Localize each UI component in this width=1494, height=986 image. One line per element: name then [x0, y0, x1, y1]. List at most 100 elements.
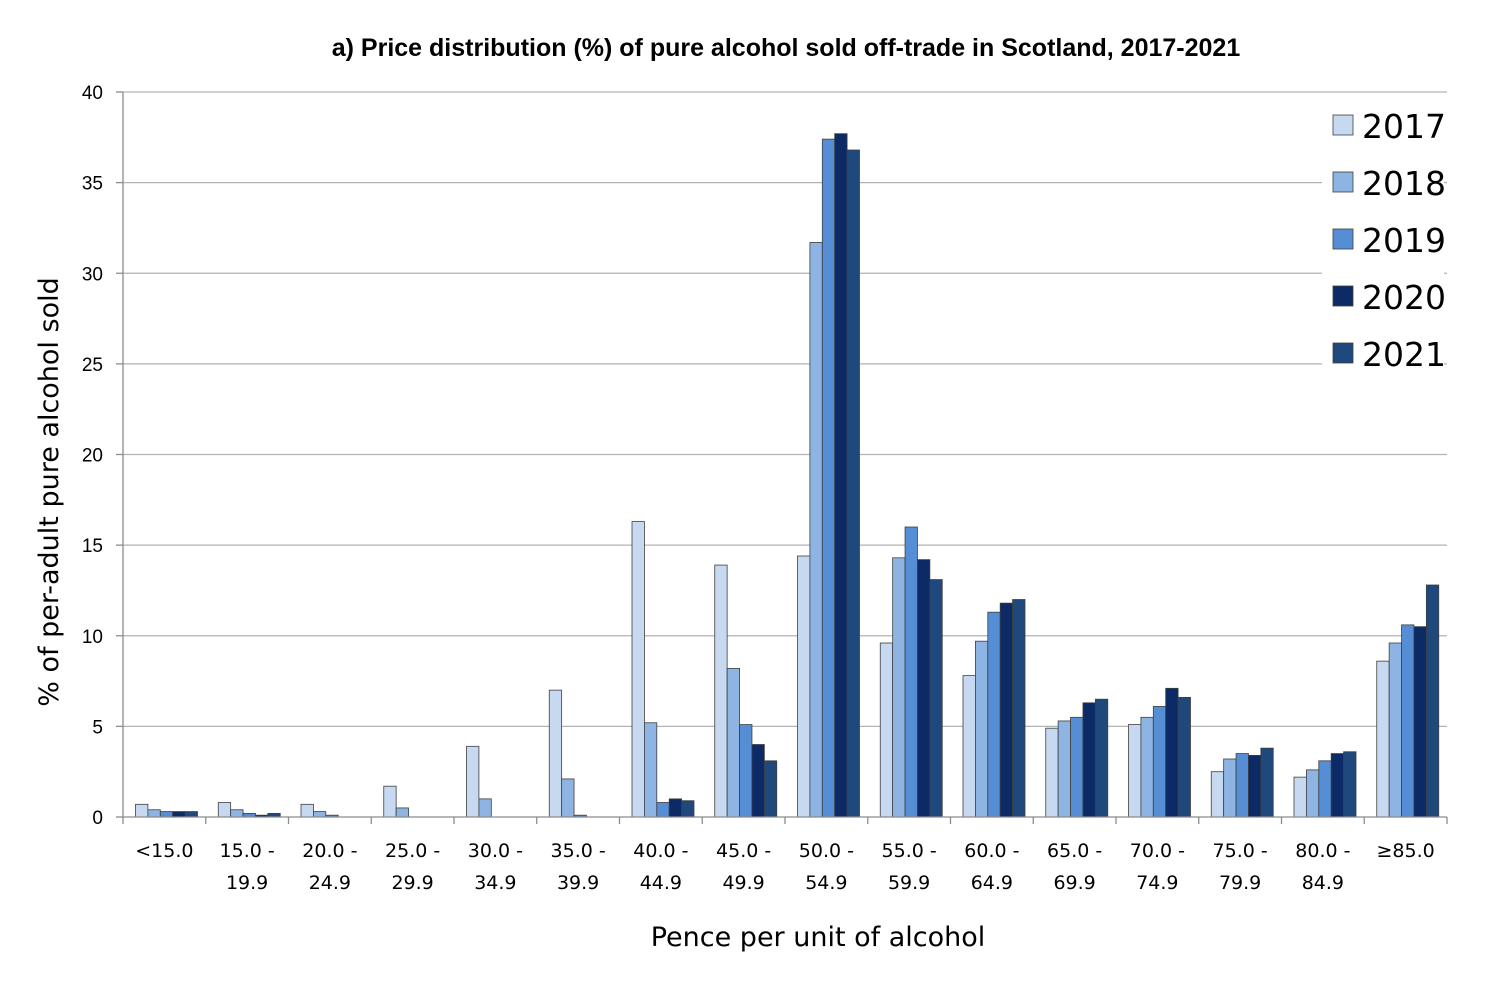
- bar-2017-11: [1045, 727, 1059, 818]
- y-tick-label: 10: [82, 627, 103, 648]
- bar-2021-9: [929, 579, 943, 818]
- bar-2019-10: [987, 611, 1001, 818]
- bar-2020-10: [999, 602, 1014, 818]
- bar-2021-12: [1177, 696, 1191, 818]
- legend-label-2017: 2017: [1362, 107, 1446, 146]
- bar-2017-6: [631, 521, 645, 818]
- chart-title: a) Price distribution (%) of pure alcoho…: [332, 34, 1241, 62]
- bar-2020-6: [668, 798, 683, 818]
- bar-2017-9: [879, 642, 894, 818]
- x-category-label: 35.0 -: [551, 840, 606, 862]
- bar-2018-13: [1223, 758, 1237, 818]
- bar-2019-8: [821, 138, 836, 818]
- bar-2020-0: [172, 811, 186, 818]
- bar-2021-10: [1012, 599, 1026, 818]
- x-category-label: <15.0: [135, 840, 193, 862]
- bar-2019-11: [1070, 716, 1084, 818]
- bar-2018-0: [147, 809, 161, 818]
- bar-2019-12: [1152, 706, 1167, 818]
- x-category-label: 60.0 -: [964, 840, 1019, 862]
- bar-2018-7: [726, 667, 740, 818]
- legend-label-2019: 2019: [1362, 221, 1446, 260]
- y-axis-ticks: 0 5 10 15 20 25 30 35 40: [82, 83, 123, 829]
- legend-swatch-2017: [1332, 114, 1354, 136]
- bar-2018-4: [478, 798, 492, 818]
- legend: 2017 2018 2019 2020 2021: [1322, 100, 1446, 380]
- bar-2021-6: [681, 800, 695, 818]
- bar-2018-6: [644, 722, 658, 818]
- x-category-label: 49.9: [722, 872, 764, 894]
- y-tick-label: 20: [82, 446, 103, 467]
- legend-swatch-2020: [1332, 285, 1354, 307]
- bar-2019-14: [1318, 760, 1332, 818]
- x-category-label: 20.0 -: [302, 840, 357, 862]
- bar-2018-11: [1057, 720, 1071, 818]
- bar-2021-8: [846, 149, 860, 818]
- x-category-label: 50.0 -: [799, 840, 854, 862]
- bar-2017-0: [135, 803, 149, 818]
- x-category-label: 44.9: [640, 872, 682, 894]
- x-category-label: 69.9: [1053, 872, 1095, 894]
- x-category-label: 39.9: [557, 872, 599, 894]
- x-category-label: 19.9: [226, 872, 268, 894]
- bar-2018-1: [230, 809, 244, 818]
- x-category-label: 79.9: [1219, 872, 1261, 894]
- bar-2018-8: [809, 242, 823, 818]
- x-category-label: 45.0 -: [716, 840, 771, 862]
- bar-2021-7: [763, 760, 778, 818]
- bar-2017-15: [1376, 660, 1390, 818]
- y-tick-label: 25: [82, 355, 103, 376]
- bar-2017-3: [383, 785, 397, 818]
- x-category-label: 84.9: [1302, 872, 1344, 894]
- y-tick-label: 40: [82, 83, 103, 104]
- bars: [135, 133, 1440, 818]
- bar-2017-10: [962, 675, 976, 818]
- bar-2019-15: [1401, 624, 1415, 818]
- legend-label-2020: 2020: [1362, 278, 1446, 317]
- bar-2020-7: [751, 744, 765, 818]
- bar-2017-14: [1293, 776, 1307, 818]
- x-category-label: ≥85.0: [1377, 840, 1435, 862]
- gridlines: [123, 91, 1447, 728]
- x-category-label: 54.9: [805, 872, 847, 894]
- bar-2020-12: [1165, 687, 1179, 818]
- bar-2018-15: [1388, 642, 1402, 818]
- x-category-label: 74.9: [1136, 872, 1178, 894]
- x-category-label: 15.0 -: [220, 840, 275, 862]
- x-category-label: 29.9: [391, 872, 433, 894]
- x-axis-ticks: <15.0 15.0 - 19.9 20.0 - 24.9 25.0 - 29.9 30.0 …: [122, 817, 1448, 894]
- x-category-label: 70.0 -: [1130, 840, 1185, 862]
- x-category-label: 30.0 -: [468, 840, 523, 862]
- x-category-label: 25.0 -: [385, 840, 440, 862]
- bar-2017-4: [466, 745, 480, 818]
- bar-2017-8: [797, 555, 811, 818]
- bar-2017-12: [1128, 724, 1142, 818]
- y-tick-label: 15: [82, 536, 103, 557]
- bar-2018-3: [395, 807, 409, 818]
- bar-2017-2: [300, 803, 314, 818]
- bar-2017-7: [714, 564, 728, 818]
- bar-2019-6: [656, 802, 670, 818]
- legend-swatch-2019: [1332, 228, 1354, 250]
- bar-2020-9: [917, 559, 931, 818]
- bar-2017-1: [217, 802, 232, 818]
- bar-2017-13: [1210, 771, 1225, 818]
- bar-2020-15: [1413, 626, 1427, 818]
- bar-2020-11: [1082, 702, 1096, 818]
- bar-2021-11: [1094, 698, 1109, 818]
- x-category-label: 65.0 -: [1047, 840, 1102, 862]
- legend-swatch-2021: [1332, 342, 1354, 364]
- x-category-label: 34.9: [474, 872, 516, 894]
- bar-2018-12: [1140, 716, 1154, 818]
- bar-2021-15: [1425, 584, 1440, 818]
- x-category-label: 24.9: [309, 872, 351, 894]
- bar-2018-14: [1306, 769, 1320, 818]
- legend-label-2021: 2021: [1362, 335, 1446, 374]
- bar-2018-9: [892, 557, 906, 818]
- x-category-label: 55.0 -: [882, 840, 937, 862]
- bar-2018-5: [561, 778, 575, 818]
- bar-2018-10: [975, 640, 989, 818]
- bar-2021-13: [1260, 747, 1274, 818]
- bar-2021-14: [1343, 751, 1357, 818]
